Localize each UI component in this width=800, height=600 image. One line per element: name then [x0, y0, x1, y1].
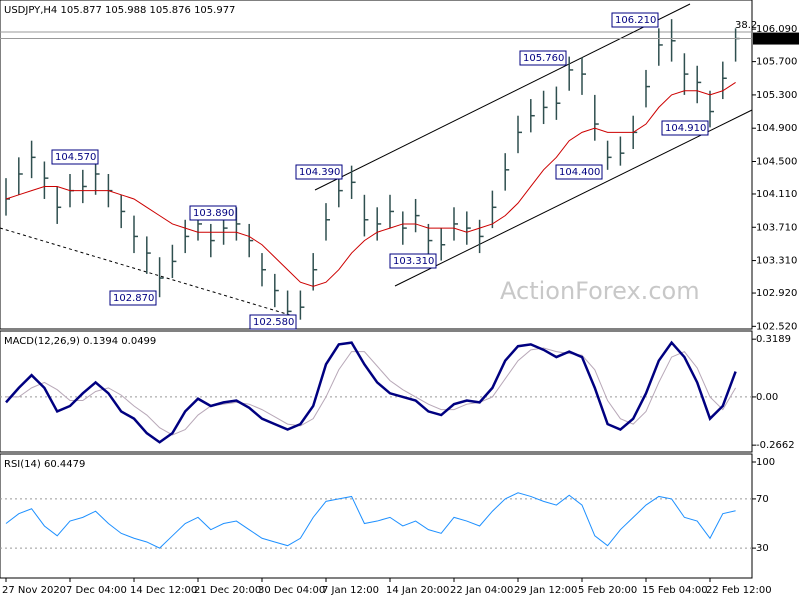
annotation: 104.570	[55, 152, 96, 163]
indicator-line	[5, 492, 736, 549]
y-tick-label: 102.520	[756, 321, 797, 332]
annotation-box	[51, 149, 99, 165]
price-panel	[0, 0, 753, 330]
annotation: 104.910	[665, 123, 706, 134]
y-tick-label: 0.3189	[756, 334, 791, 345]
macd-panel	[0, 330, 753, 453]
annotation: 106.210	[615, 15, 656, 26]
annotation-box	[295, 164, 343, 180]
y-tick-label: 100	[756, 457, 775, 468]
annotation: 103.310	[393, 256, 434, 267]
x-tick-label: 27 Nov 2020	[2, 585, 66, 596]
annotation: 104.390	[299, 167, 340, 178]
x-tick-label: 21 Dec 20:00	[194, 585, 261, 596]
last-price-box	[753, 32, 799, 45]
y-tick-label: 0.00	[756, 392, 778, 403]
y-tick-label: 105.300	[756, 90, 797, 101]
annotation-box	[611, 12, 659, 28]
x-tick-label: 7 Dec 04:00	[66, 585, 127, 596]
annotation-box	[189, 205, 237, 221]
x-tick-label: 7 Jan 12:00	[322, 585, 379, 596]
x-tick-label: 22 Jan 04:00	[450, 585, 513, 596]
y-tick-label: -0.2662	[756, 440, 795, 451]
annotation-box	[519, 50, 567, 66]
annotation-box	[661, 120, 709, 136]
fib-label: 38.2	[735, 20, 757, 31]
y-tick-label: 104.500	[756, 157, 797, 168]
y-tick-label: 102.920	[756, 288, 797, 299]
trend-line	[0, 227, 291, 316]
last-price-label: 105.977	[756, 34, 797, 45]
channel-lower	[394, 109, 753, 287]
annotation: 102.870	[113, 293, 154, 304]
annotation-box	[555, 164, 603, 180]
indicator-line	[5, 340, 737, 444]
y-tick-label: 105.700	[756, 57, 797, 68]
x-tick-label: 14 Dec 12:00	[130, 585, 197, 596]
annotation: 103.890	[193, 208, 234, 219]
y-tick-label: 30	[756, 543, 769, 554]
rsi-title: RSI(14) 60.4479	[4, 459, 85, 470]
rsi-panel	[0, 453, 753, 579]
annotation: 102.580	[253, 317, 294, 328]
y-tick-label: 103.710	[756, 222, 797, 233]
moving-average	[5, 81, 736, 287]
x-tick-label: 5 Feb 20:00	[578, 585, 637, 596]
macd-title: MACD(12,26,9) 0.1394 0.0499	[4, 336, 156, 347]
x-tick-label: 14 Jan 20:00	[386, 585, 449, 596]
annotation: 104.400	[559, 167, 600, 178]
y-tick-label: 106.090	[756, 24, 797, 35]
indicator-line	[6, 347, 737, 436]
y-tick-label: 104.900	[756, 123, 797, 134]
x-tick-label: 30 Dec 04:00	[258, 585, 325, 596]
y-tick-label: 104.110	[756, 189, 797, 200]
y-tick-label: 103.310	[756, 256, 797, 267]
annotation: 105.760	[523, 53, 564, 64]
annotation-box	[109, 290, 157, 306]
channel-upper	[314, 3, 691, 191]
x-tick-label: 29 Jan 12:00	[514, 585, 577, 596]
annotation-box	[249, 314, 297, 330]
x-tick-label: 22 Feb 12:00	[706, 585, 772, 596]
annotation-box	[389, 253, 437, 269]
price-title: USDJPY,H4 105.877 105.988 105.876 105.97…	[4, 5, 235, 16]
x-tick-label: 15 Feb 04:00	[642, 585, 708, 596]
watermark: ActionForex.com	[500, 277, 700, 305]
y-tick-label: 70	[756, 494, 769, 505]
